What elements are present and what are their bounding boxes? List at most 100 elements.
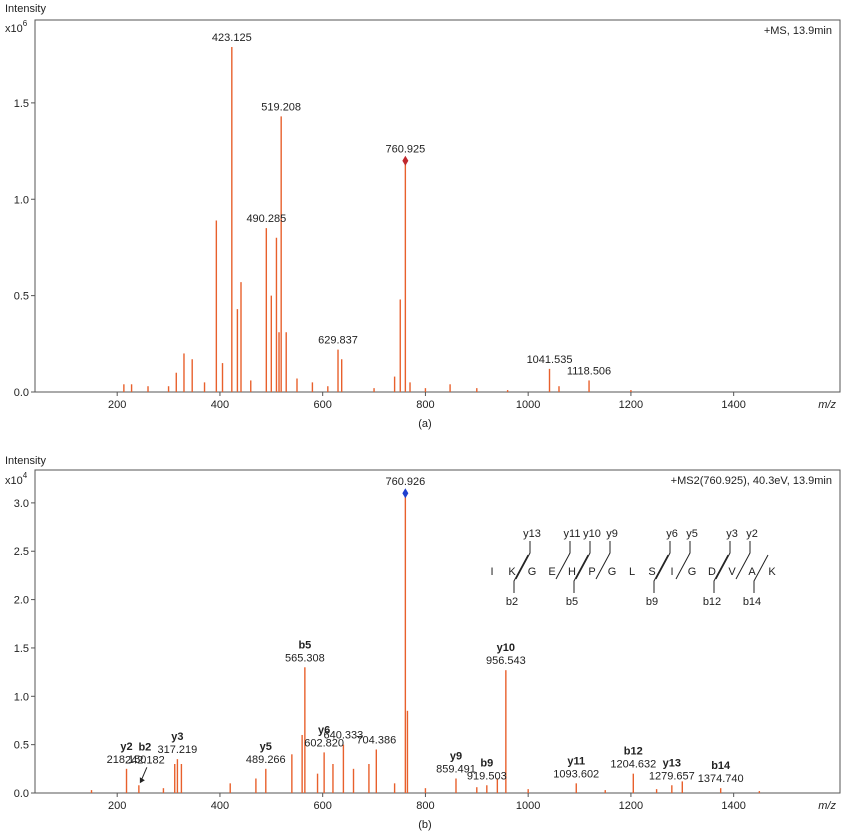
y-scale: x104 xyxy=(5,471,28,487)
ion-label: y3 xyxy=(171,731,183,743)
residue: G xyxy=(608,566,617,578)
x-tick-label: 1400 xyxy=(721,399,745,411)
x-tick-label: 400 xyxy=(211,800,229,812)
ion-label: y13 xyxy=(663,757,681,769)
scale-exponent: 4 xyxy=(23,471,28,480)
x-tick-label: 800 xyxy=(416,800,434,812)
y-cleavage xyxy=(595,541,611,580)
ion-label: y2 xyxy=(120,741,132,753)
precursor-marker xyxy=(402,155,409,166)
peak-label: 242.182 xyxy=(125,754,165,766)
peak-label: 1279.657 xyxy=(649,770,695,782)
x-axis-label: m/z xyxy=(818,800,836,812)
y-cleavage xyxy=(575,541,591,580)
y-tick-label: 0.5 xyxy=(14,740,29,752)
b-ion: b9 xyxy=(646,596,658,608)
ion-label: b5 xyxy=(298,639,311,651)
residue: L xyxy=(629,566,635,578)
x-tick-label: 1200 xyxy=(619,800,643,812)
peak-label: 490.285 xyxy=(246,213,286,225)
residue: A xyxy=(748,566,756,578)
b-ion: b5 xyxy=(566,596,578,608)
peak-label: 602.820 xyxy=(304,737,344,749)
peak-label: 1041.535 xyxy=(527,354,573,366)
peak-label: 760.926 xyxy=(385,476,425,488)
x-tick-label: 400 xyxy=(211,399,229,411)
ion-label: y11 xyxy=(567,755,585,767)
b-ion: b12 xyxy=(703,596,721,608)
residue: D xyxy=(708,566,716,578)
subtitle: +MS2(760.925), 40.3eV, 13.9min xyxy=(671,475,832,487)
residue: K xyxy=(768,566,776,578)
y-tick-label: 0.5 xyxy=(14,291,29,303)
ion-label: b9 xyxy=(480,757,493,769)
caption: (a) xyxy=(418,418,431,430)
y-tick-label: 0.0 xyxy=(14,788,29,800)
y-ion: y11 xyxy=(564,528,581,540)
y-ion: y3 xyxy=(726,528,738,540)
x-tick-label: 1400 xyxy=(721,800,745,812)
y-cleavage xyxy=(735,541,751,580)
x-tick-label: 200 xyxy=(108,399,126,411)
y-scale: x106 xyxy=(5,19,28,35)
x-tick-label: 800 xyxy=(416,399,434,411)
b-cleavage xyxy=(753,554,769,593)
y-tick-label: 3.0 xyxy=(14,498,29,510)
peak-label: 1204.632 xyxy=(610,759,656,771)
peak-label: 629.837 xyxy=(318,335,358,347)
peak-label: 489.266 xyxy=(246,754,286,766)
ion-label: y10 xyxy=(497,642,515,654)
residue: G xyxy=(688,566,697,578)
ion-label: b12 xyxy=(624,746,643,758)
peak-label: 640.333 xyxy=(324,730,364,742)
y-cleavage xyxy=(715,541,731,580)
peak-label: 519.208 xyxy=(261,101,301,113)
scale-exponent: 6 xyxy=(23,19,28,28)
b-cleavage xyxy=(573,554,589,593)
scale-base: x10 xyxy=(5,23,23,35)
y-ion: y5 xyxy=(686,528,698,540)
subtitle: +MS, 13.9min xyxy=(764,25,832,37)
peak-label: 704.386 xyxy=(356,734,396,746)
precursor-marker xyxy=(402,488,409,499)
y-ion: y10 xyxy=(583,528,601,540)
y-tick-label: 1.0 xyxy=(14,691,29,703)
x-axis-label: m/z xyxy=(818,399,836,411)
b-ion: b2 xyxy=(506,596,518,608)
peak-label: 317.219 xyxy=(158,744,198,756)
residue: S xyxy=(648,566,655,578)
peak-label: 859.491 xyxy=(436,763,476,775)
y-cleavage xyxy=(655,541,671,580)
y-ion: y13 xyxy=(523,528,541,540)
y-cleavage xyxy=(675,541,691,580)
caption: (b) xyxy=(418,819,431,831)
ion-label: y9 xyxy=(450,750,462,762)
y-cleavage xyxy=(515,541,531,580)
y-axis-label: Intensity xyxy=(5,3,46,15)
plot-frame xyxy=(34,19,841,393)
residue: P xyxy=(588,566,595,578)
residue: V xyxy=(728,566,736,578)
b-ion: b14 xyxy=(743,596,761,608)
y-ion: y2 xyxy=(746,528,758,540)
x-tick-label: 600 xyxy=(314,399,332,411)
ion-label: y6 xyxy=(318,724,330,736)
peak-label: 760.925 xyxy=(385,144,425,156)
y-cleavage xyxy=(555,541,571,580)
x-tick-label: 1000 xyxy=(516,800,540,812)
y-tick-label: 2.5 xyxy=(14,546,29,558)
peak-label: 919.503 xyxy=(467,770,507,782)
y-axis-label: Intensity xyxy=(5,455,46,467)
arrow-head xyxy=(139,777,145,784)
ion-label: b14 xyxy=(711,760,731,772)
y-tick-label: 1.5 xyxy=(14,643,29,655)
residue: I xyxy=(490,566,493,578)
peak-label: 423.125 xyxy=(212,32,252,44)
b-cleavage xyxy=(653,554,669,593)
peak-label: 218.150 xyxy=(107,754,147,766)
residue: H xyxy=(568,566,576,578)
x-tick-label: 1000 xyxy=(516,399,540,411)
b-cleavage xyxy=(513,554,529,593)
peak-label: 1093.602 xyxy=(553,768,599,780)
